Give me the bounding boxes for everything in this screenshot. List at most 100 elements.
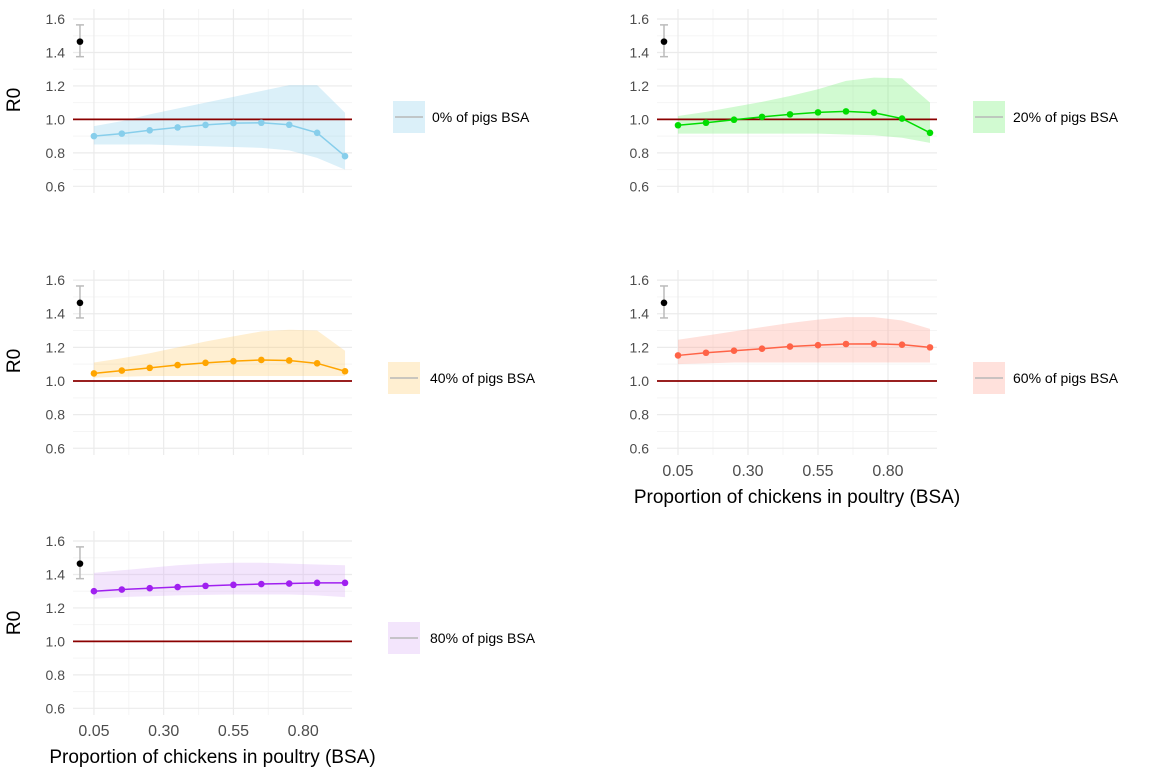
legend-label: 80% of pigs BSA [430, 630, 536, 646]
y-tick-label: 1.2 [630, 78, 650, 94]
y-axis-title: R0 [4, 349, 25, 373]
data-point [758, 345, 766, 353]
data-point [926, 129, 934, 137]
data-point [786, 111, 794, 118]
x-tick-label: 0.55 [802, 463, 833, 480]
y-tick-label: 1.6 [46, 11, 66, 27]
x-axis-title: Proportion of chickens in poultry (BSA) [634, 487, 960, 508]
data-point [90, 370, 98, 377]
y-tick-label: 0.8 [630, 407, 650, 423]
data-point [870, 340, 878, 348]
baseline-point [660, 38, 668, 45]
data-point [118, 130, 126, 137]
data-point [786, 343, 794, 350]
confidence-ribbon [93, 562, 346, 599]
y-tick-label: 1.4 [46, 566, 66, 582]
series-line [93, 582, 346, 592]
data-point [702, 119, 710, 127]
data-point [118, 586, 126, 593]
data-point [730, 347, 738, 355]
y-tick-label: 0.8 [46, 407, 66, 423]
data-point [174, 124, 181, 131]
confidence-ribbon [93, 329, 346, 378]
data-point [674, 121, 682, 129]
data-point [313, 129, 321, 137]
legend-label: 0% of pigs BSA [432, 109, 530, 125]
data-point [146, 364, 154, 372]
y-axis-title: R0 [4, 88, 25, 112]
y-tick-label: 1.0 [630, 373, 650, 389]
y-axis-title: R0 [4, 611, 25, 635]
y-tick-label: 1.6 [46, 533, 66, 549]
legend: 40% of pigs BSA [388, 362, 536, 394]
x-tick-label: 0.05 [662, 463, 693, 480]
data-point [174, 361, 181, 369]
data-point [202, 359, 209, 367]
series-line [93, 359, 346, 375]
x-tick-label: 0.80 [872, 463, 903, 480]
y-tick-label: 1.4 [46, 44, 66, 60]
y-tick-label: 1.0 [46, 373, 66, 389]
data-point [842, 340, 850, 348]
y-tick-label: 0.6 [46, 700, 66, 716]
legend-label: 20% of pigs BSA [1013, 109, 1119, 125]
y-tick-label: 0.6 [630, 440, 650, 456]
data-point [90, 132, 98, 140]
data-point [313, 579, 321, 587]
baseline-point [660, 299, 668, 307]
data-point [898, 115, 906, 122]
legend: 0% of pigs BSA [393, 101, 530, 133]
x-tick-label: 0.30 [732, 463, 763, 480]
legend-label: 60% of pigs BSA [1013, 370, 1119, 386]
x-tick-label: 0.55 [218, 723, 249, 740]
legend-label: 40% of pigs BSA [430, 370, 536, 386]
data-point [842, 108, 850, 115]
x-tick-label: 0.80 [288, 723, 319, 740]
data-point [285, 121, 293, 129]
y-tick-label: 1.0 [46, 111, 66, 127]
data-point [146, 584, 154, 592]
data-point [146, 126, 154, 134]
y-tick-label: 1.2 [630, 339, 650, 355]
data-point [674, 352, 682, 359]
panel-2: 0.6 0.8 1.0 1.2 1.4 1.6 20% of pigs BSA [630, 9, 1119, 194]
data-point [758, 113, 766, 121]
baseline-point [76, 299, 84, 307]
y-tick-label: 1.4 [630, 44, 650, 60]
x-tick-label: 0.05 [78, 723, 109, 740]
baseline-point [76, 560, 84, 567]
confidence-ribbon [678, 317, 930, 365]
data-point [258, 119, 265, 127]
x-tick-label: 0.30 [148, 723, 179, 740]
confidence-ribbon [678, 77, 930, 143]
data-point [230, 357, 237, 365]
data-point [230, 581, 237, 589]
y-tick-label: 1.6 [630, 272, 650, 288]
series-line [677, 343, 931, 357]
panel-1: 0.6 0.8 1.0 1.2 1.4 1.6 0% of pigs BSA R0 [4, 9, 530, 194]
legend: 60% of pigs BSA [973, 362, 1119, 394]
y-tick-label: 1.0 [630, 111, 650, 127]
y-tick-label: 1.6 [46, 272, 66, 288]
data-point [313, 360, 321, 367]
data-point [202, 582, 209, 590]
data-point [341, 579, 349, 587]
data-point [898, 341, 906, 348]
panel-3: 0.6 0.8 1.0 1.2 1.4 1.6 40% of pigs BSA R0 [4, 270, 536, 456]
data-point [90, 587, 98, 595]
data-point [730, 116, 738, 124]
data-point [926, 344, 934, 351]
y-tick-label: 1.4 [46, 306, 66, 322]
data-point [814, 341, 822, 349]
y-tick-label: 1.4 [630, 306, 650, 322]
series-line [93, 121, 346, 157]
data-point [174, 583, 181, 591]
data-point [814, 109, 822, 116]
panel-5: 0.6 0.8 1.0 1.2 1.4 1.6 0.05 0.30 0.55 0.80 80% of… [4, 531, 536, 768]
data-point [258, 580, 265, 588]
data-point [230, 119, 237, 127]
data-point [702, 349, 710, 357]
y-tick-label: 0.6 [630, 178, 650, 194]
data-point [341, 152, 349, 160]
